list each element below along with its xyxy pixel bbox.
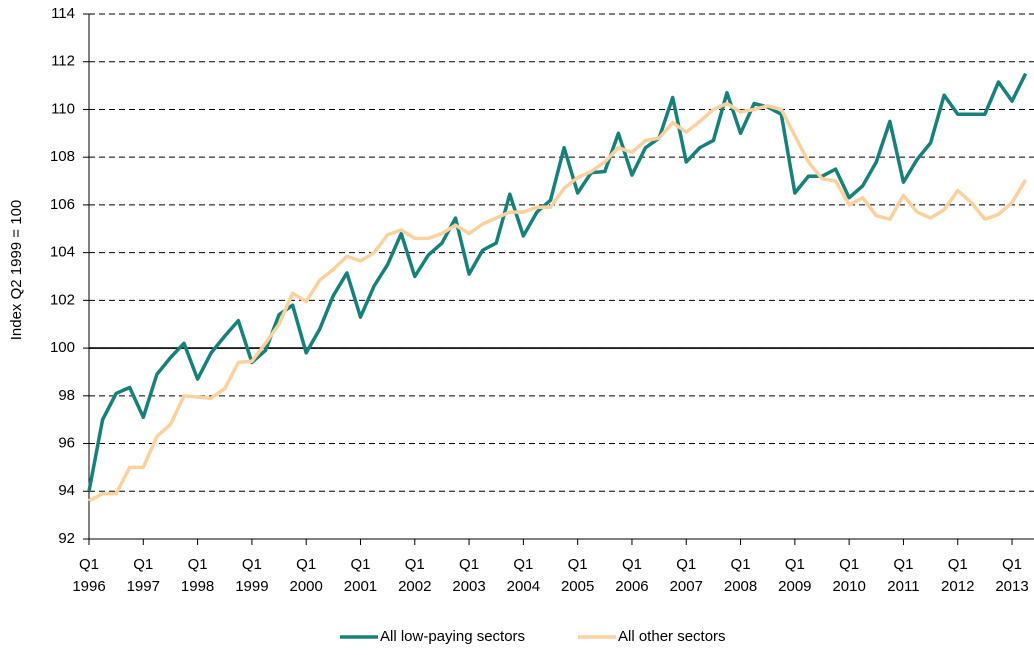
x-tick-label: Q1 1999 (235, 556, 269, 595)
x-tick-label: Q1 2011 (887, 556, 920, 595)
legend-label: All other sectors (618, 628, 726, 645)
x-tick-label: Q1 1998 (180, 556, 215, 595)
y-tick-label: 108 (50, 148, 75, 165)
x-tick-label: Q1 2002 (398, 556, 432, 595)
series-line (88, 101, 1028, 503)
legend-label: All low-paying sectors (380, 628, 525, 645)
x-tick-label: Q1 2012 (941, 556, 975, 595)
x-tick-label: Q1 2003 (452, 556, 486, 595)
y-axis-label: Index Q2 1999 = 100 (8, 200, 25, 341)
y-tick-label: 112 (51, 53, 75, 70)
y-tick-label: 110 (51, 100, 75, 117)
y-tick-label: 114 (51, 5, 75, 22)
y-tick-label: 92 (58, 530, 75, 547)
x-tick-label: Q1 2007 (669, 556, 703, 595)
x-tick-label: Q1 1996 (72, 556, 106, 595)
y-tick-label: 106 (50, 196, 75, 213)
x-tick-label: Q1 2013 (995, 556, 1029, 595)
x-tick-label: Q1 1997 (126, 556, 160, 595)
x-tick-label: Q1 2006 (615, 556, 649, 595)
y-tick-label: 100 (50, 339, 75, 356)
y-tick-label: 102 (50, 291, 75, 308)
x-tick-label: Q1 2010 (832, 556, 866, 595)
x-tick-label: Q1 2009 (778, 556, 812, 595)
x-tick-label: Q1 2000 (289, 556, 323, 595)
x-tick-label: Q1 2001 (343, 556, 378, 595)
x-tick-label: Q1 2008 (723, 556, 758, 595)
series-line (87, 72, 1028, 492)
y-tick-label: 104 (50, 244, 75, 261)
y-tick-label: 98 (58, 387, 75, 404)
x-tick-label: Q1 2005 (560, 556, 595, 595)
x-tick-label: Q1 2004 (506, 556, 541, 595)
y-tick-label: 96 (58, 435, 75, 452)
y-tick-label: 94 (58, 482, 75, 499)
